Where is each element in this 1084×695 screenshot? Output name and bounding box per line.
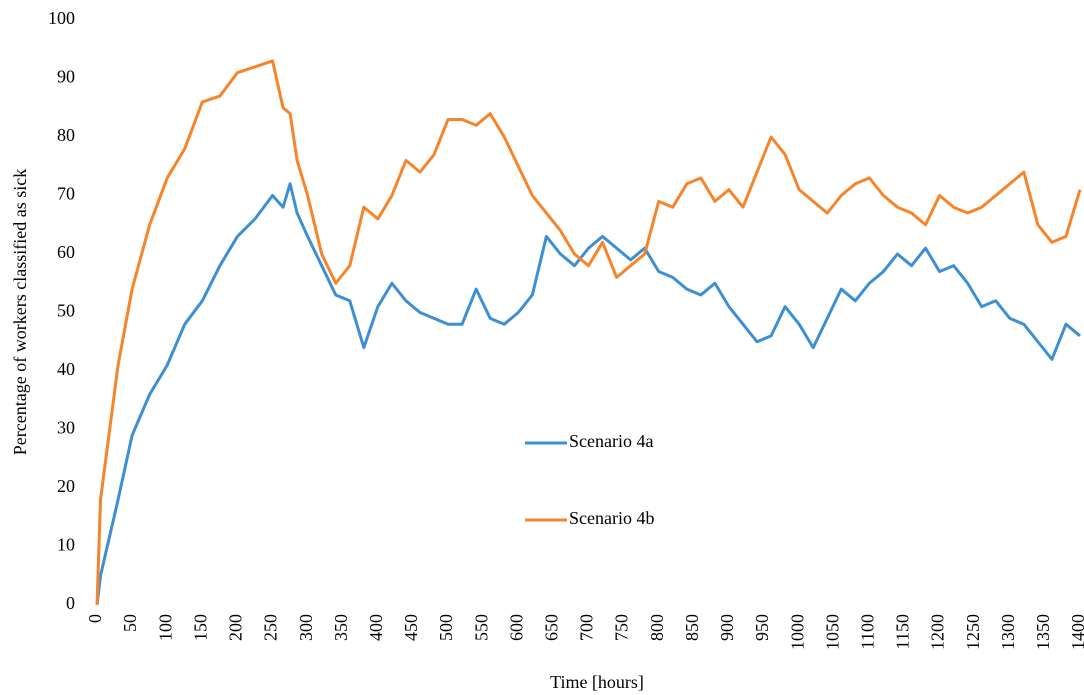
y-axis-title: Percentage of workers classified as sick <box>10 169 30 455</box>
x-tick-label: 700 <box>577 614 597 641</box>
x-tick-label: 600 <box>506 614 526 641</box>
x-tick-label: 400 <box>366 614 386 641</box>
x-axis-title: Time [hours] <box>550 672 644 692</box>
y-tick-label: 10 <box>57 535 75 555</box>
x-tick-label: 350 <box>331 614 351 641</box>
x-tick-label: 1000 <box>787 614 807 650</box>
x-tick-label: 800 <box>647 614 667 641</box>
x-tick-label: 250 <box>261 614 281 641</box>
y-tick-label: 30 <box>57 418 75 438</box>
x-tick-label: 100 <box>155 614 175 641</box>
x-tick-label: 450 <box>401 614 421 641</box>
y-tick-label: 40 <box>57 359 75 379</box>
y-tick-label: 60 <box>57 242 75 262</box>
x-tick-label: 1350 <box>1033 614 1053 650</box>
x-tick-label: 300 <box>296 614 316 641</box>
x-tick-label: 1050 <box>822 614 842 650</box>
x-tick-label: 900 <box>717 614 737 641</box>
legend-label: Scenario 4a <box>569 431 653 451</box>
y-tick-label: 50 <box>57 301 75 321</box>
y-tick-label: 100 <box>48 8 75 28</box>
x-tick-label: 1100 <box>857 614 877 649</box>
x-tick-label: 750 <box>612 614 632 641</box>
x-tick-label: 0 <box>85 614 105 623</box>
line-series <box>95 59 1082 606</box>
y-tick-label: 70 <box>57 184 75 204</box>
legend-label: Scenario 4b <box>569 508 654 528</box>
x-tick-label: 1150 <box>893 614 913 649</box>
line-series <box>95 182 1081 606</box>
y-tick-label: 90 <box>57 67 75 87</box>
x-tick-label: 1300 <box>998 614 1018 650</box>
x-tick-label: 1400 <box>1068 614 1084 650</box>
y-tick-label: 20 <box>57 476 75 496</box>
x-tick-label: 500 <box>436 614 456 641</box>
x-tick-label: 200 <box>226 614 246 641</box>
y-tick-label: 80 <box>57 125 75 145</box>
y-tick-label: 0 <box>66 593 75 613</box>
x-tick-label: 1200 <box>928 614 948 650</box>
x-tick-label: 650 <box>542 614 562 641</box>
x-tick-label: 150 <box>190 614 210 641</box>
x-tick-label: 950 <box>752 614 772 641</box>
x-tick-label: 50 <box>120 614 140 632</box>
x-tick-label: 1250 <box>963 614 983 650</box>
x-tick-label: 550 <box>471 614 491 641</box>
x-tick-label: 850 <box>682 614 702 641</box>
